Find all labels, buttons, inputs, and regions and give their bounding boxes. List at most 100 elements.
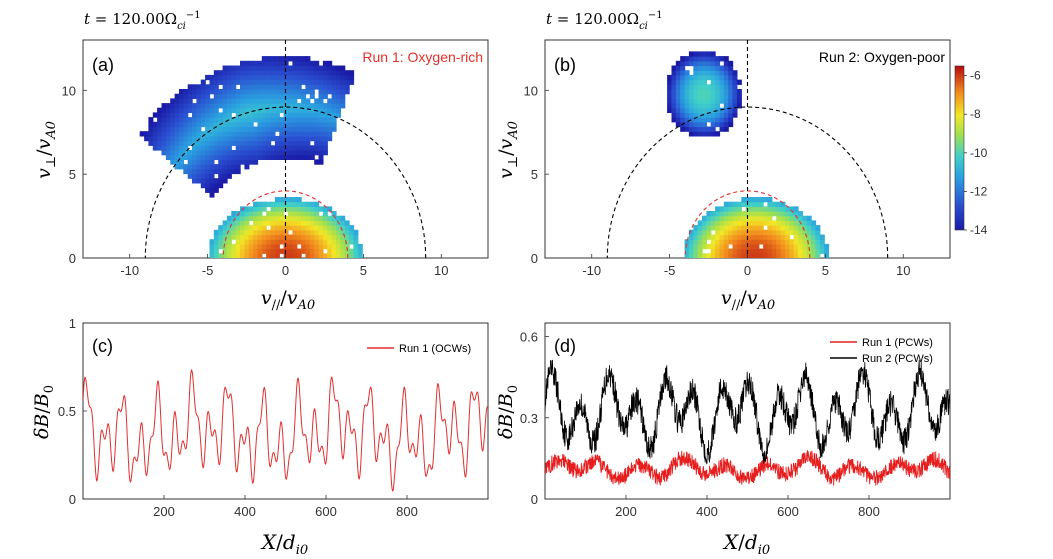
heatmap-cell bbox=[819, 239, 825, 245]
heatmap-cell bbox=[771, 206, 777, 212]
heatmap-cell bbox=[283, 215, 289, 221]
heatmap-cell bbox=[261, 201, 267, 207]
heatmap-cell bbox=[697, 60, 703, 67]
heatmap-cell bbox=[296, 70, 302, 76]
heatmap-cell bbox=[702, 229, 707, 236]
heatmap-cell bbox=[170, 117, 176, 123]
heatmap-cell bbox=[675, 89, 681, 95]
heatmap-cell bbox=[815, 248, 821, 254]
heatmap-cell bbox=[680, 60, 686, 67]
heatmap-cell bbox=[240, 103, 245, 109]
heatmap-cell bbox=[336, 248, 341, 254]
x-tick-label: 5 bbox=[822, 263, 829, 278]
heatmap-cell bbox=[322, 65, 328, 71]
heatmap-cell bbox=[205, 140, 211, 146]
heatmap-cell bbox=[196, 103, 202, 109]
heatmap-cell bbox=[732, 220, 738, 226]
heatmap-cell bbox=[231, 74, 237, 81]
heatmap-cell bbox=[802, 229, 808, 236]
heatmap-cell bbox=[213, 126, 219, 132]
heatmap-cell bbox=[728, 220, 734, 226]
heatmap-cell bbox=[688, 121, 694, 128]
heatmap-cell bbox=[776, 248, 782, 254]
heatmap-cell bbox=[152, 135, 158, 142]
heatmap-cell bbox=[240, 159, 245, 165]
colorbar-tick-label: -8 bbox=[970, 107, 981, 121]
heatmap-cell bbox=[745, 253, 751, 258]
heatmap-cell bbox=[331, 220, 337, 226]
heatmap-cell bbox=[763, 215, 769, 221]
heatmap-cell bbox=[741, 201, 747, 207]
heatmap-cell bbox=[244, 65, 250, 71]
heatmap-cell bbox=[235, 103, 241, 109]
heatmap-cell bbox=[192, 145, 197, 151]
heatmap-cell bbox=[274, 60, 280, 67]
heatmap-cell bbox=[248, 140, 254, 146]
heatmap-cell bbox=[296, 103, 302, 109]
heatmap-cell bbox=[261, 131, 267, 137]
heatmap-cell bbox=[226, 229, 232, 236]
heatmap-cell bbox=[279, 84, 285, 90]
heatmap-cell bbox=[283, 112, 289, 118]
heatmap-cell bbox=[292, 154, 298, 160]
heatmap-cell bbox=[710, 243, 716, 250]
heatmap-cell bbox=[274, 65, 280, 71]
heatmap-cell bbox=[279, 229, 285, 236]
heatmap-cell bbox=[340, 215, 346, 221]
heatmap-cell bbox=[226, 225, 232, 231]
heatmap-cell bbox=[261, 225, 267, 231]
heatmap-cell bbox=[336, 65, 341, 71]
heatmap-cell bbox=[213, 154, 219, 160]
heatmap-cell bbox=[209, 117, 215, 123]
heatmap-cell bbox=[719, 206, 725, 212]
heatmap-cell bbox=[292, 145, 298, 151]
heatmap-cell bbox=[309, 215, 315, 221]
heatmap-cell bbox=[253, 225, 259, 231]
heatmap-cell bbox=[240, 74, 245, 81]
heatmap-cell bbox=[170, 98, 176, 104]
heatmap-cell bbox=[688, 117, 694, 123]
x-tick-label: -10 bbox=[582, 263, 601, 278]
heatmap-cell bbox=[780, 211, 786, 217]
heatmap-cell bbox=[209, 84, 215, 90]
heatmap-cell bbox=[200, 145, 206, 151]
heatmap-cell bbox=[209, 253, 215, 258]
heatmap-cell bbox=[736, 201, 742, 207]
heatmap-cell bbox=[710, 220, 716, 226]
y-tick-label: 0 bbox=[531, 492, 538, 507]
heatmap-cell bbox=[187, 93, 193, 99]
heatmap-cell bbox=[226, 154, 232, 160]
heatmap-cell bbox=[353, 229, 359, 236]
heatmap-cell bbox=[327, 220, 333, 226]
heatmap-cell bbox=[226, 131, 232, 137]
heatmap-cell bbox=[253, 98, 259, 104]
heatmap-cell bbox=[205, 93, 211, 99]
heatmap-cell bbox=[192, 84, 197, 90]
heatmap-cell bbox=[244, 159, 250, 165]
heatmap-cell bbox=[222, 107, 228, 113]
heatmap-cell bbox=[244, 215, 250, 221]
heatmap-cell bbox=[266, 234, 272, 240]
heatmap-cell bbox=[231, 225, 237, 231]
heatmap-cell bbox=[244, 243, 250, 250]
heatmap-cell bbox=[327, 243, 333, 250]
heatmap-cell bbox=[244, 70, 250, 76]
colorbar-ticks: -6-8-10-12-14 bbox=[964, 69, 988, 237]
x-tick-label: 0 bbox=[282, 263, 289, 278]
heatmap-cell bbox=[296, 145, 302, 151]
heatmap-cell bbox=[702, 253, 707, 258]
heatmap-cell bbox=[192, 168, 197, 175]
heatmap-cell bbox=[309, 154, 315, 160]
heatmap-cell bbox=[693, 56, 699, 62]
heatmap-cell bbox=[715, 248, 721, 254]
heatmap-cell bbox=[244, 117, 250, 123]
heatmap-cell bbox=[732, 70, 738, 76]
heatmap-cell bbox=[344, 70, 350, 76]
heatmap-cell bbox=[196, 178, 202, 184]
heatmap-cell bbox=[288, 93, 293, 99]
heatmap-cell bbox=[244, 79, 250, 85]
x-tick-label: 800 bbox=[858, 504, 880, 519]
heatmap-cell bbox=[283, 197, 289, 203]
heatmap-cell bbox=[671, 98, 677, 104]
heatmap-cell bbox=[688, 84, 694, 90]
